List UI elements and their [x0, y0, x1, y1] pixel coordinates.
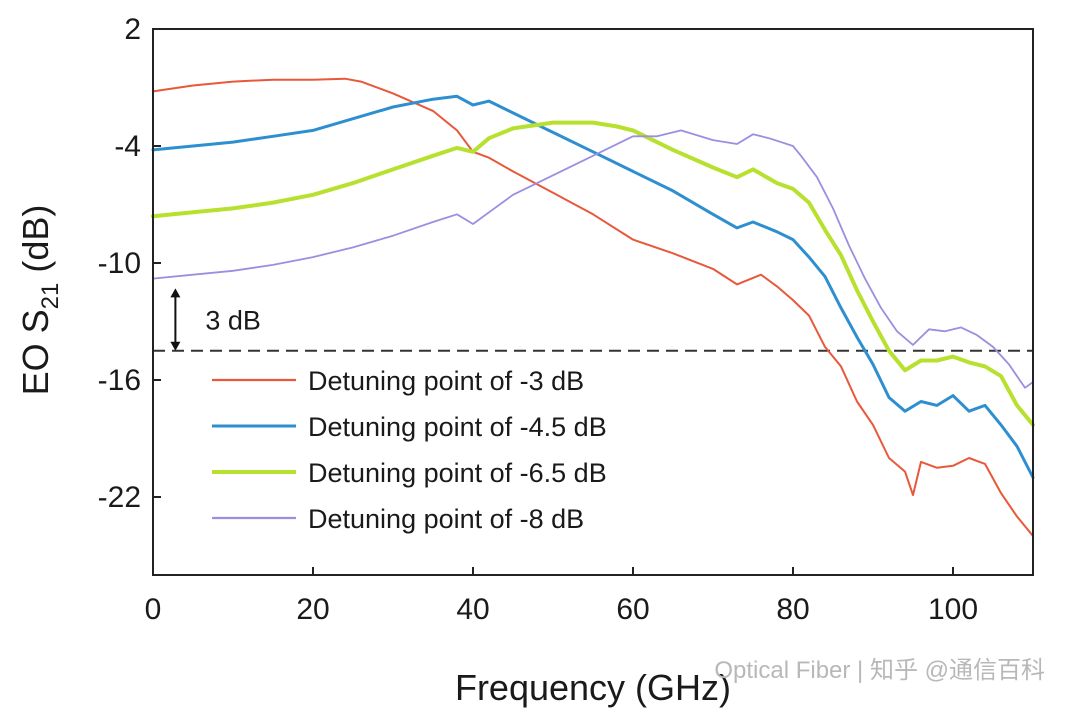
annotation-3db: 3 dB — [170, 288, 261, 351]
y-tick-label: -4 — [114, 130, 141, 163]
y-tick-label: -10 — [98, 247, 141, 280]
y-axis-title: EO S21 (dB) — [15, 205, 64, 396]
y-tick-label: -22 — [98, 481, 141, 514]
legend-label-2: Detuning point of -4.5 dB — [308, 412, 607, 442]
x-tick-label: 80 — [776, 593, 809, 626]
x-tick-label: 100 — [928, 593, 978, 626]
y-tick-label: 2 — [124, 13, 141, 46]
watermark: Optical Fiber | 知乎 @通信百科 — [714, 657, 1045, 684]
annotation-label: 3 dB — [205, 306, 261, 336]
legend: Detuning point of -3 dB Detuning point of… — [212, 366, 607, 534]
x-tick-label: 60 — [616, 593, 649, 626]
y-axis-title-main: EO S — [15, 309, 56, 395]
series-line-3 — [151, 120, 1035, 427]
legend-label-4: Detuning point of -8 dB — [308, 504, 584, 534]
x-tick-label: 20 — [296, 593, 329, 626]
plot-frame — [152, 28, 1034, 576]
y-axis-title-sub: 21 — [37, 283, 64, 310]
series-line-4 — [152, 129, 1034, 389]
x-axis-title: Frequency (GHz) — [455, 667, 731, 708]
series-line-1 — [152, 77, 1034, 537]
y-tick-label: -16 — [98, 364, 141, 397]
series-group — [151, 77, 1035, 537]
y-axis-title-unit: (dB) — [15, 205, 56, 283]
annotation-arrow-up-icon — [170, 288, 181, 298]
series-line-2 — [151, 94, 1035, 479]
legend-label-1: Detuning point of -3 dB — [308, 366, 584, 396]
x-tick-label: 0 — [145, 593, 162, 626]
legend-label-3: Detuning point of -6.5 dB — [308, 458, 607, 488]
annotation-arrow-down-icon — [170, 341, 181, 351]
x-tick-label: 40 — [456, 593, 489, 626]
